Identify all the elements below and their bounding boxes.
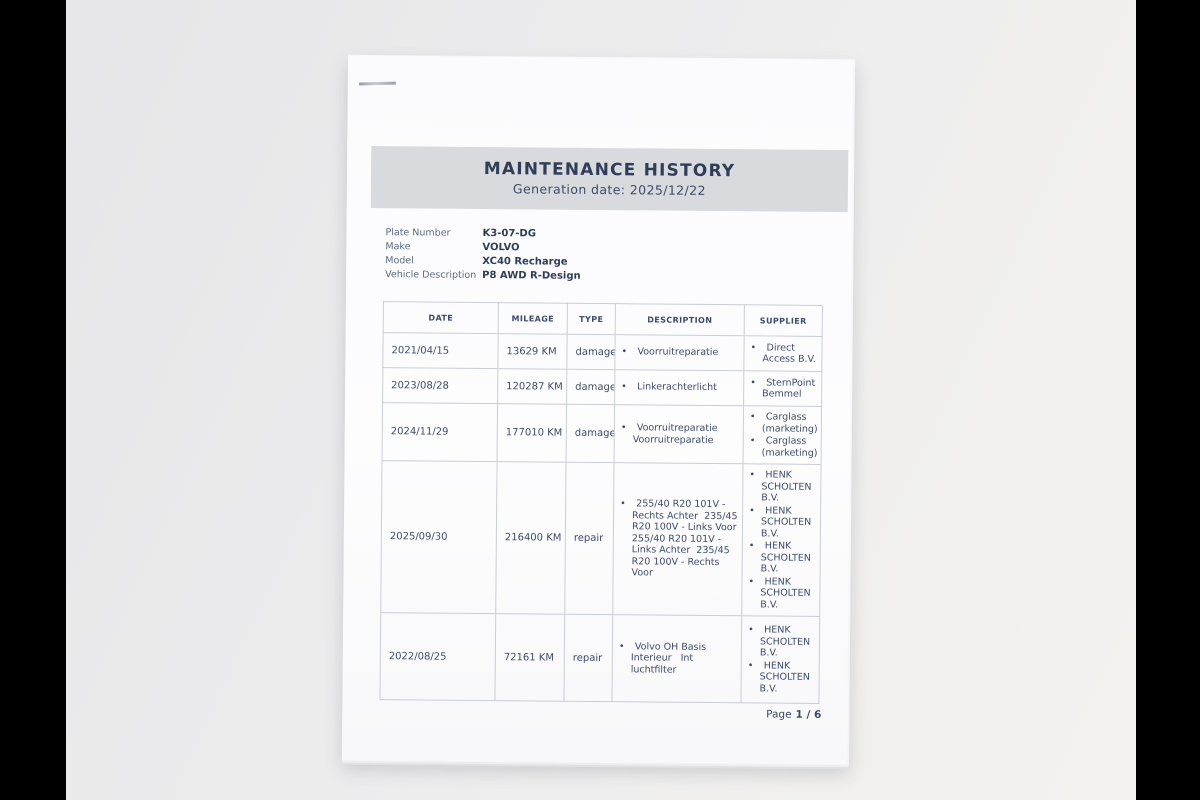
- cell-supplier: Carglass (marketing)Carglass (marketing): [743, 405, 822, 465]
- info-label: Vehicle Description: [385, 269, 477, 281]
- description-list: Volvo OH Basis Interieur Int luchtfilter: [614, 641, 740, 677]
- cell-description: Linkerachterlicht: [614, 369, 744, 406]
- cell-type: repair: [564, 462, 615, 615]
- column-header: TYPE: [567, 303, 616, 335]
- cell-description: Voorruitreparatie Voorruitreparatie: [614, 404, 744, 464]
- supplier-list: Direct Access B.V.: [745, 342, 820, 366]
- supplier-item: HENK SCHOLTEN B.V.: [743, 660, 818, 695]
- supplier-item: HENK SCHOLTEN B.V.: [744, 469, 819, 504]
- cell-supplier: HENK SCHOLTEN B.V.HENK SCHOLTEN B.V.: [740, 615, 820, 704]
- description-list: Voorruitreparatie: [616, 346, 742, 359]
- description-list: Voorruitreparatie Voorruitreparatie: [616, 422, 742, 446]
- page-label: Page: [766, 708, 792, 721]
- cell-type: damage: [566, 404, 615, 463]
- cell-mileage: 13629 KM: [497, 333, 568, 370]
- supplier-item: Direct Access B.V.: [745, 342, 820, 366]
- column-header: MILEAGE: [498, 302, 568, 335]
- description-list: 255/40 R20 101V - Rechts Achter 235/45 R…: [615, 498, 742, 580]
- cell-type: damage: [566, 334, 616, 370]
- cell-date: 2022/08/25: [379, 612, 496, 701]
- report-title: MAINTENANCE HISTORY: [483, 158, 736, 182]
- cell-mileage: 72161 KM: [494, 613, 565, 702]
- supplier-item: HENK SCHOLTEN B.V.: [744, 540, 819, 575]
- page-indicator: Page 1 / 6: [766, 708, 821, 720]
- description-item: Volvo OH Basis Interieur Int luchtfilter: [614, 641, 740, 677]
- cell-type: damage: [566, 369, 615, 405]
- cell-mileage: 216400 KM: [495, 461, 567, 615]
- page-value: 1 / 6: [795, 708, 822, 721]
- info-value: P8 AWD R-Design: [482, 269, 581, 282]
- table-header-row: DATE MILEAGE TYPE DESCRIPTION SUPPLIER: [383, 301, 823, 337]
- vehicle-info-block: Plate Number K3-07-DG Make VOLVO Model XC40 R…: [385, 223, 581, 282]
- supplier-item: HENK SCHOLTEN B.V.: [744, 505, 819, 540]
- description-item: Linkerachterlicht: [616, 381, 742, 394]
- cell-date: 2024/11/29: [382, 402, 498, 462]
- supplier-item: SternPoint Bemmel: [745, 377, 820, 401]
- description-list: Linkerachterlicht: [616, 381, 742, 394]
- cell-supplier: Direct Access B.V.: [743, 335, 823, 372]
- description-item: Voorruitreparatie Voorruitreparatie: [616, 422, 742, 446]
- cell-description: Volvo OH Basis Interieur Int luchtfilter: [611, 614, 742, 703]
- report-header-banner: MAINTENANCE HISTORY Generation date: 202…: [370, 146, 849, 213]
- supplier-list: Carglass (marketing)Carglass (marketing): [745, 411, 820, 459]
- supplier-item: Carglass (marketing): [745, 411, 820, 435]
- supplier-item: HENK SCHOLTEN B.V.: [743, 624, 818, 659]
- description-item: 255/40 R20 101V - Rechts Achter 235/45 R…: [615, 498, 742, 580]
- cell-description: 255/40 R20 101V - Rechts Achter 235/45 R…: [612, 462, 744, 616]
- left-black-bar: [0, 0, 66, 800]
- cell-date: 2023/08/28: [382, 367, 498, 404]
- cell-description: Voorruitreparatie: [614, 334, 745, 371]
- supplier-item: Carglass (marketing): [745, 435, 820, 459]
- cell-date: 2025/09/30: [380, 460, 498, 614]
- column-header: DESCRIPTION: [615, 303, 745, 336]
- supplier-item: HENK SCHOLTEN B.V.: [743, 576, 818, 611]
- maintenance-report-paper: MAINTENANCE HISTORY Generation date: 202…: [341, 54, 856, 766]
- column-header: SUPPLIER: [744, 304, 823, 337]
- supplier-list: SternPoint Bemmel: [745, 377, 820, 401]
- cell-supplier: SternPoint Bemmel: [743, 370, 822, 407]
- cell-type: repair: [563, 614, 613, 702]
- maintenance-table: DATE MILEAGE TYPE DESCRIPTION SUPPLIER 2021/0…: [379, 301, 823, 704]
- right-black-bar: [1136, 0, 1200, 800]
- cell-mileage: 120287 KM: [497, 368, 567, 405]
- generation-date: Generation date: 2025/12/22: [512, 181, 706, 198]
- description-item: Voorruitreparatie: [616, 346, 742, 359]
- staple-mark: [358, 81, 396, 86]
- cell-date: 2021/04/15: [382, 332, 499, 369]
- info-row: Vehicle Description P8 AWD R-Design: [385, 265, 581, 282]
- cell-mileage: 177010 KM: [497, 403, 567, 463]
- column-header: DATE: [383, 301, 499, 334]
- cell-supplier: HENK SCHOLTEN B.V.HENK SCHOLTEN B.V.HENK…: [741, 463, 822, 617]
- supplier-list: HENK SCHOLTEN B.V.HENK SCHOLTEN B.V.: [743, 624, 819, 695]
- supplier-list: HENK SCHOLTEN B.V.HENK SCHOLTEN B.V.HENK…: [743, 469, 819, 611]
